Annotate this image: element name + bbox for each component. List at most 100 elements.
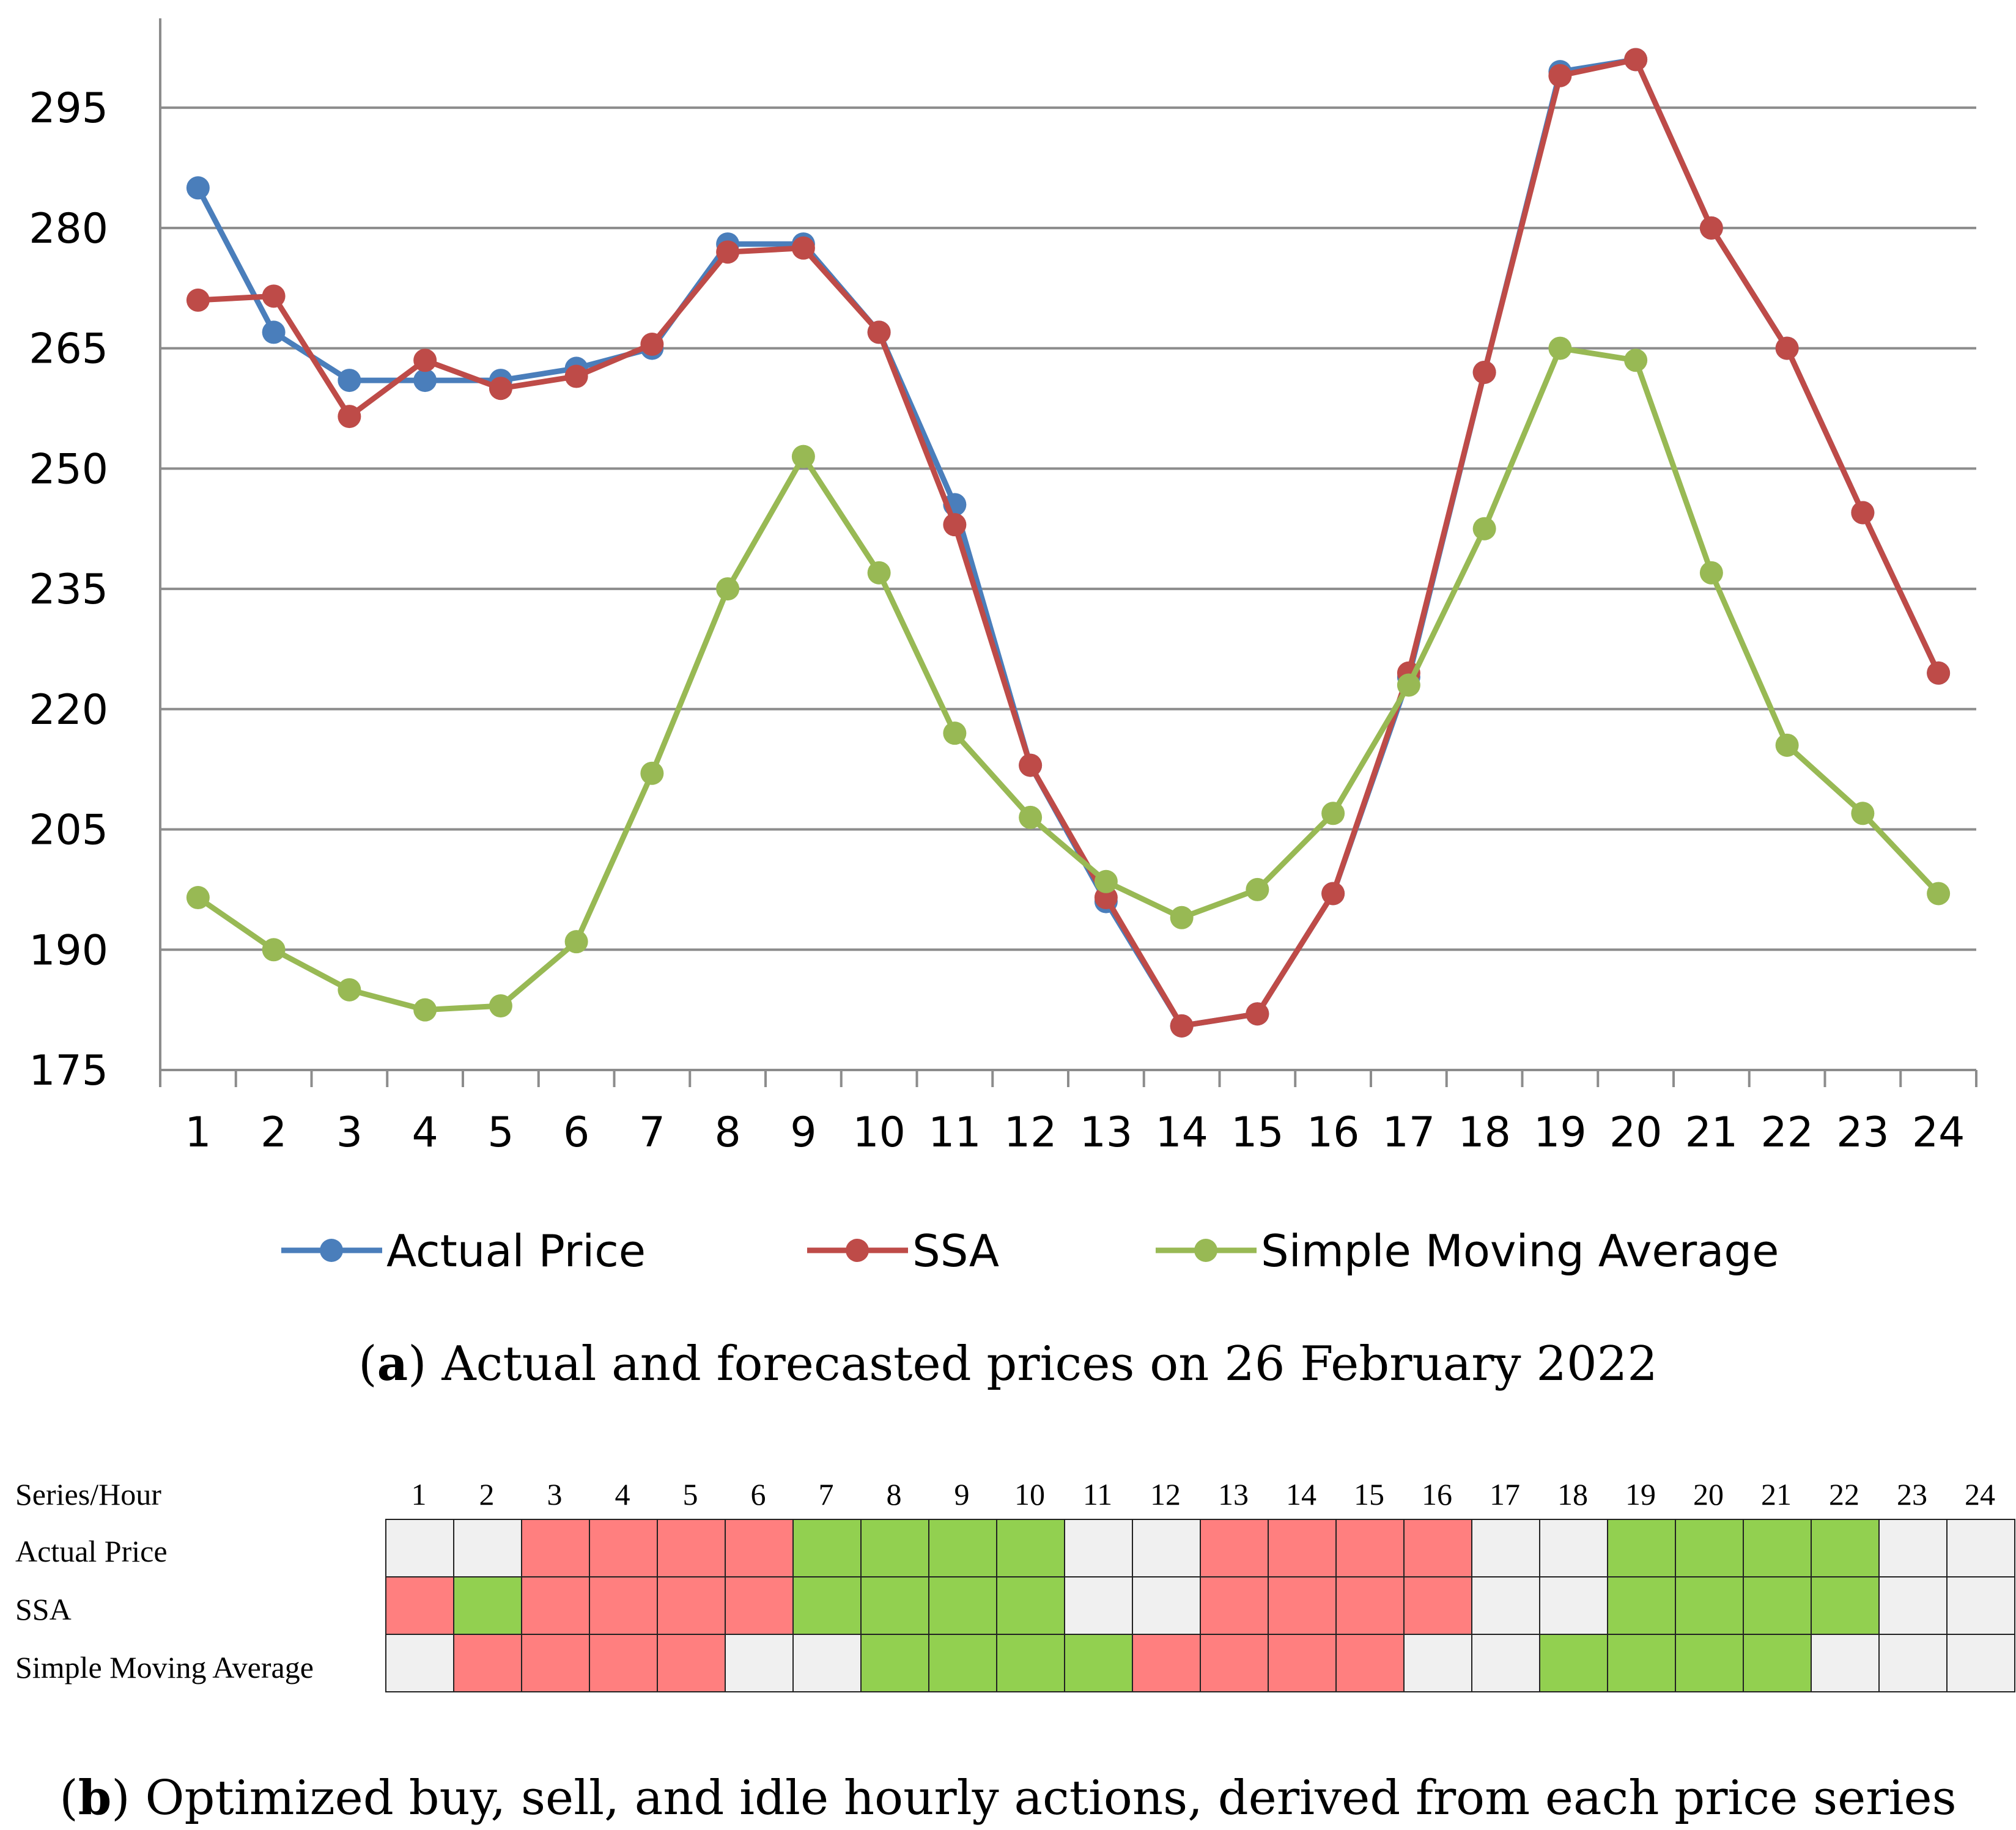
data-point: [262, 320, 286, 344]
action-row: [385, 1519, 2015, 1577]
data-point: [1321, 882, 1345, 906]
data-point: [413, 369, 437, 393]
legend-swatch-marker: [1194, 1239, 1217, 1262]
hour-label: 23: [1897, 1477, 1927, 1511]
gridlines: [160, 106, 1976, 951]
series-line: [195, 56, 1941, 1029]
data-point: [1851, 501, 1875, 525]
x-tick-label: 12: [1004, 1109, 1057, 1157]
y-tick-label: 265: [29, 325, 108, 374]
data-point: [1094, 869, 1118, 893]
data-point: [1019, 805, 1043, 829]
action-cell-buy: [860, 1634, 929, 1692]
legend-swatch-marker: [846, 1239, 869, 1262]
action-cell-buy: [860, 1576, 929, 1635]
action-cell-buy: [792, 1576, 862, 1635]
x-tick-label: 11: [928, 1109, 981, 1157]
action-cell-idle: [385, 1634, 454, 1692]
x-tick-label: 15: [1231, 1109, 1284, 1157]
hour-label: 6: [750, 1477, 766, 1511]
action-cell-buy: [1539, 1634, 1608, 1692]
action-cell-idle: [725, 1634, 794, 1692]
hour-label: 10: [1014, 1477, 1045, 1511]
hour-label: 5: [682, 1477, 698, 1511]
x-tick-label: 9: [790, 1109, 816, 1157]
action-cell-sell: [1268, 1634, 1337, 1692]
x-tick-label: 14: [1155, 1109, 1208, 1157]
action-cell-buy: [1675, 1576, 1744, 1635]
y-tick-label: 280: [29, 205, 108, 253]
legend-label: SSA: [912, 1225, 999, 1277]
y-tick-label: 190: [29, 926, 108, 975]
action-cell-idle: [1539, 1519, 1608, 1577]
action-cell-buy: [453, 1576, 522, 1635]
hour-label: 13: [1218, 1477, 1249, 1511]
data-point: [564, 930, 588, 954]
action-cell-idle: [385, 1519, 454, 1577]
data-point: [338, 405, 361, 429]
hour-label: 9: [954, 1477, 970, 1511]
data-point: [1548, 336, 1572, 360]
action-cell-buy: [1743, 1576, 1812, 1635]
action-cell-sell: [589, 1519, 658, 1577]
data-point: [489, 994, 512, 1018]
action-cell-buy: [996, 1576, 1065, 1635]
row-label: Actual Price: [15, 1534, 168, 1568]
series-lines: [186, 48, 1951, 1038]
data-point: [1775, 733, 1799, 757]
action-cell-sell: [657, 1519, 726, 1577]
action-cell-sell: [657, 1576, 726, 1635]
data-point: [186, 886, 210, 910]
y-tick-label: 250: [29, 445, 108, 493]
x-tick-label: 23: [1836, 1109, 1889, 1157]
hour-label: 2: [479, 1477, 495, 1511]
x-tick-label: 2: [260, 1109, 287, 1157]
action-cell-sell: [725, 1519, 794, 1577]
action-cell-buy: [1607, 1576, 1676, 1635]
x-tick-label: 5: [487, 1109, 514, 1157]
action-cell-idle: [1878, 1576, 1948, 1635]
action-cell-idle: [1471, 1519, 1540, 1577]
data-point: [186, 288, 210, 312]
action-cell-buy: [928, 1576, 997, 1635]
data-point: [716, 240, 740, 264]
hour-label: 21: [1761, 1477, 1792, 1511]
action-grid: [385, 1519, 2015, 1692]
data-point: [262, 284, 286, 308]
action-row: [385, 1576, 2015, 1635]
table-caption: (b) Optimized buy, sell, and idle hourly…: [59, 1770, 1957, 1826]
table-caption-text: ) Optimized buy, sell, and idle hourly a…: [111, 1771, 1957, 1826]
x-tick-label: 18: [1458, 1109, 1511, 1157]
data-point: [791, 236, 815, 260]
action-row: [385, 1634, 2015, 1692]
legend: Actual Price SSA Simple Moving Average: [281, 1225, 1779, 1277]
x-tick-label: 16: [1307, 1109, 1360, 1157]
hour-label: 18: [1557, 1477, 1588, 1511]
hour-label: 4: [615, 1477, 630, 1511]
hour-label: 19: [1625, 1477, 1656, 1511]
action-cell-buy: [996, 1519, 1065, 1577]
x-tick-label: 21: [1685, 1109, 1738, 1157]
data-point: [1094, 886, 1118, 910]
hour-label: 17: [1490, 1477, 1520, 1511]
action-cell-idle: [1946, 1634, 2015, 1692]
action-cell-sell: [589, 1634, 658, 1692]
y-tick-label: 175: [29, 1047, 108, 1095]
action-cell-buy: [1607, 1519, 1676, 1577]
action-cell-buy: [1811, 1576, 1880, 1635]
data-point: [1246, 1002, 1269, 1026]
action-cell-sell: [453, 1634, 522, 1692]
data-point: [640, 761, 664, 785]
action-cell-sell: [1268, 1576, 1337, 1635]
data-point: [1927, 882, 1951, 906]
hour-label: 22: [1829, 1477, 1859, 1511]
data-point: [338, 369, 361, 393]
action-cell-sell: [589, 1576, 658, 1635]
x-tick-label: 6: [563, 1109, 589, 1157]
series-line: [196, 345, 1941, 1013]
data-point: [564, 364, 588, 388]
action-cell-sell: [385, 1576, 454, 1635]
data-point: [489, 377, 512, 400]
action-cell-idle: [453, 1519, 522, 1577]
